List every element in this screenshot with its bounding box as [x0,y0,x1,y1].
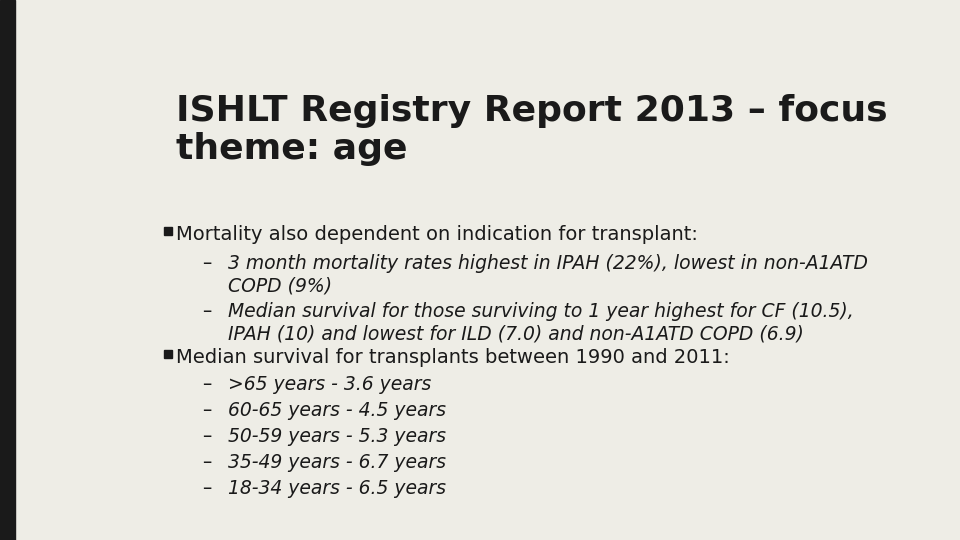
Text: –: – [202,480,211,498]
Text: –: – [202,427,211,446]
Text: >65 years - 3.6 years: >65 years - 3.6 years [228,375,431,394]
Text: 18-34 years - 6.5 years: 18-34 years - 6.5 years [228,480,445,498]
Text: Median survival for transplants between 1990 and 2011:: Median survival for transplants between … [176,348,730,367]
Text: 50-59 years - 5.3 years: 50-59 years - 5.3 years [228,427,445,446]
Text: Mortality also dependent on indication for transplant:: Mortality also dependent on indication f… [176,225,698,244]
Text: –: – [202,302,211,321]
Text: ISHLT Registry Report 2013 – focus
theme: age: ISHLT Registry Report 2013 – focus theme… [176,94,887,166]
Text: 3 month mortality rates highest in IPAH (22%), lowest in non-A1ATD
COPD (9%): 3 month mortality rates highest in IPAH … [228,254,868,296]
Text: Median survival for those surviving to 1 year highest for CF (10.5),
IPAH (10) a: Median survival for those surviving to 1… [228,302,853,343]
Text: 60-65 years - 4.5 years: 60-65 years - 4.5 years [228,401,445,420]
Text: –: – [202,401,211,420]
Text: –: – [202,375,211,394]
Text: –: – [202,254,211,273]
Text: –: – [202,453,211,472]
Text: 35-49 years - 6.7 years: 35-49 years - 6.7 years [228,453,445,472]
